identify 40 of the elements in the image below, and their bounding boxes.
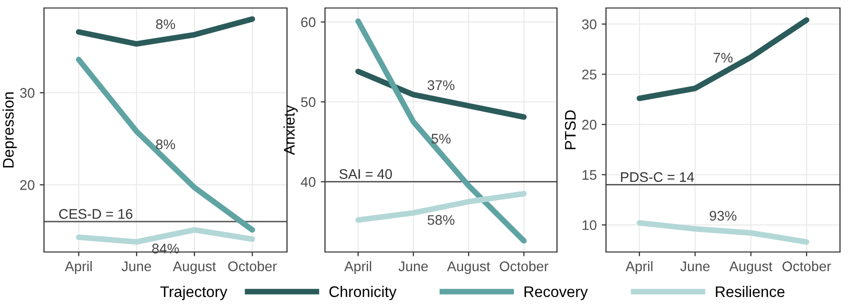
ref-line-label: CES-D = 16 — [59, 209, 132, 219]
annotation: 84% — [152, 244, 179, 254]
y-axis-title: Depression — [2, 92, 17, 168]
y-tick-label: 30 — [582, 19, 596, 30]
x-tick-label: August — [172, 262, 216, 274]
annotation: 8% — [156, 19, 176, 30]
annotation: 93% — [710, 210, 736, 221]
y-tick-label: 20 — [20, 180, 34, 190]
y-axis-title: Anxiety — [284, 104, 298, 156]
x-tick-label: April — [626, 261, 652, 274]
x-tick-label: August — [447, 262, 490, 274]
annotation: 58% — [428, 215, 454, 225]
x-tick-label: June — [398, 262, 428, 272]
annotation: 5% — [432, 134, 451, 144]
y-tick-label: 15 — [582, 170, 596, 180]
x-tick-label: April — [344, 261, 372, 274]
x-tick-label: April — [64, 261, 92, 274]
legend-label: Recovery — [524, 286, 588, 300]
x-tick-label: October — [228, 261, 277, 272]
y-tick-label: 50 — [301, 97, 316, 108]
y-tick-label: 40 — [300, 177, 316, 187]
y-tick-label: 20 — [582, 120, 596, 130]
ref-line-label: SAI = 40 — [339, 169, 392, 179]
y-tick-label: 10 — [582, 220, 596, 230]
y-tick-label: 60 — [301, 17, 316, 28]
ref-line-label: PDS-C = 14 — [621, 172, 694, 182]
annotation: 37% — [428, 80, 454, 90]
x-tick-label: June — [122, 262, 152, 272]
x-tick-label: June — [680, 262, 710, 272]
x-tick-label: October — [782, 261, 832, 272]
x-tick-label: August — [729, 262, 772, 274]
annotation: 8% — [156, 139, 176, 150]
annotation: 7% — [714, 52, 733, 63]
y-tick-label: 25 — [582, 70, 596, 80]
legend-label: Resilience — [716, 286, 784, 298]
y-axis-title: PTSD — [564, 110, 576, 150]
x-tick-label: October — [500, 261, 548, 272]
legend-label: Chronicity — [329, 286, 397, 300]
legend-title: Trajectory — [160, 286, 228, 300]
y-tick-label: 30 — [20, 88, 34, 98]
